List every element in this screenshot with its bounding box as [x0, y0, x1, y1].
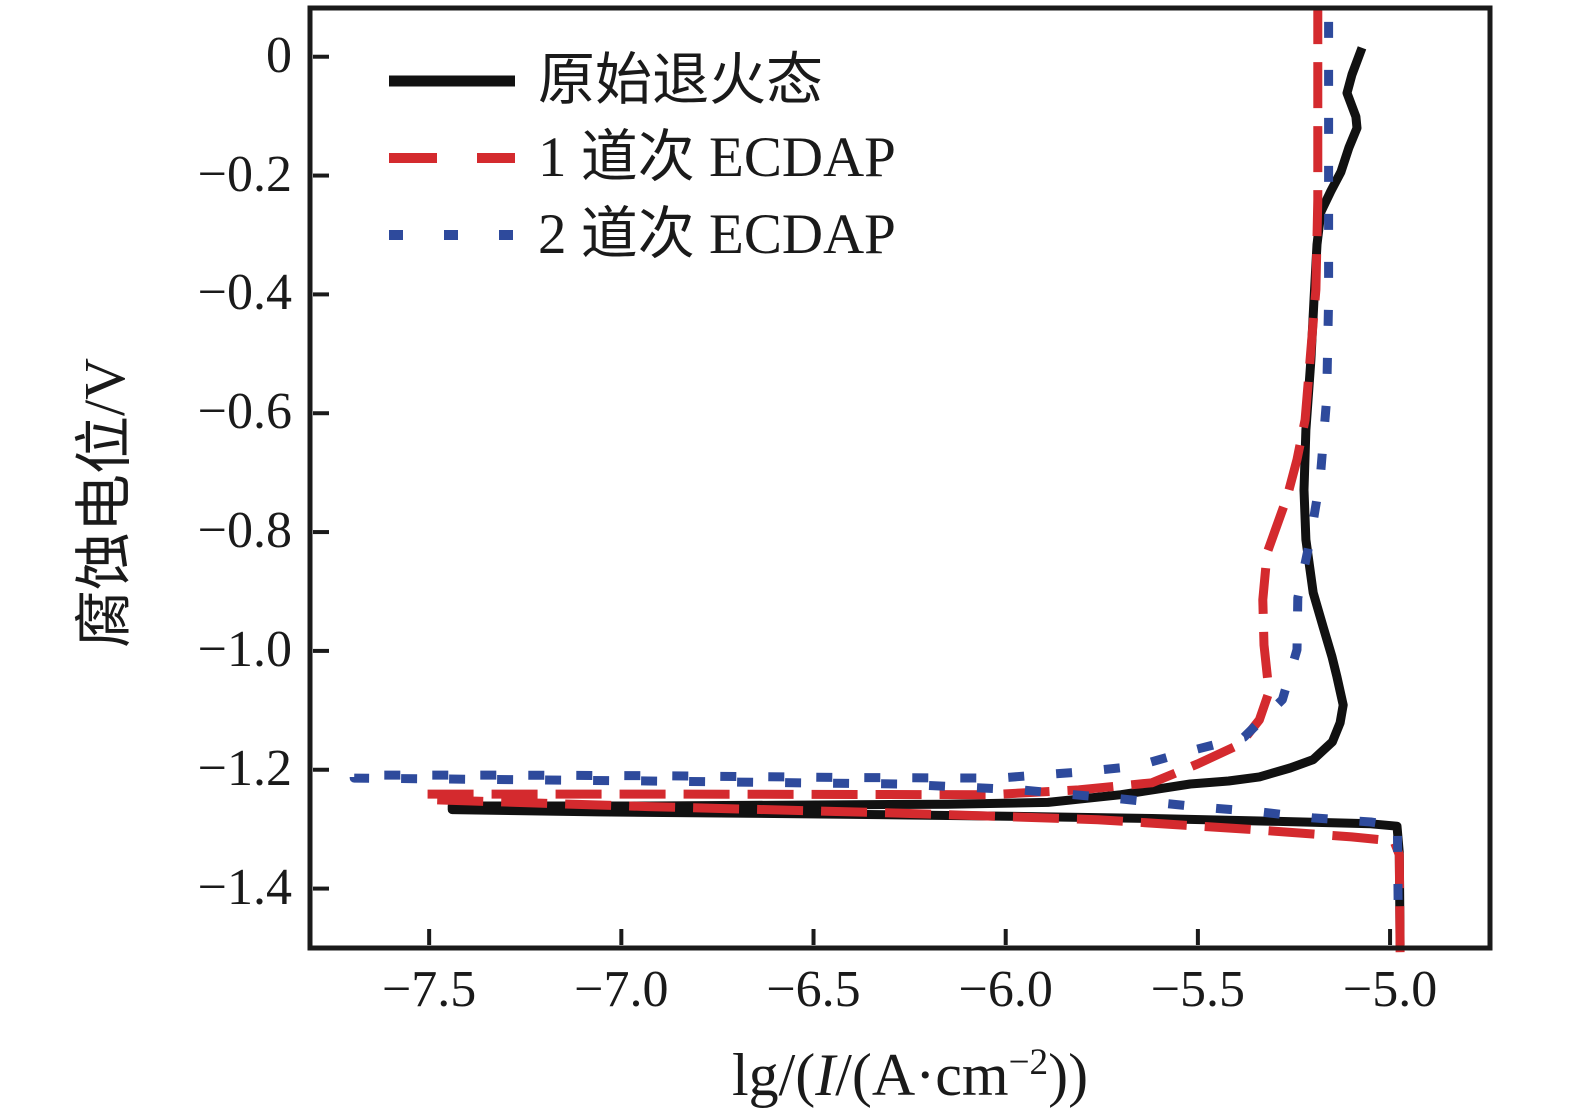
x-axis-title-suffix: )) — [1048, 1042, 1089, 1108]
legend-label-0: 原始退火态 — [538, 49, 823, 112]
y-tick-label-7: −1.4 — [197, 858, 292, 916]
y-tick-label-3: −0.6 — [197, 383, 292, 441]
y-tick-label-2: −0.4 — [197, 264, 292, 322]
x-tick-label-4: −5.5 — [1150, 961, 1246, 1018]
legend-row-2: 2 道次 ECDAP — [388, 199, 896, 271]
legend-label-2: 2 道次 ECDAP — [538, 203, 896, 266]
x-tick-label-2: −6.5 — [766, 961, 861, 1018]
x-tick-label-5: −5.0 — [1342, 961, 1438, 1018]
series-group — [349, 8, 1405, 953]
y-tick-label-5: −1.0 — [197, 620, 292, 678]
series-curve-1 — [421, 8, 1405, 953]
x-tick-label-0: −7.5 — [381, 961, 477, 1018]
x-tick-label-3: −6.0 — [958, 961, 1053, 1018]
y-tick-label-6: −1.2 — [197, 739, 292, 797]
x-tick-label-1: −7.0 — [574, 961, 669, 1018]
legend-swatch-dashed — [389, 153, 515, 163]
legend-swatch-solid — [389, 75, 515, 87]
x-axis-title-superscript: −2 — [1008, 1042, 1049, 1083]
legend-row-0: 原始退火态 — [388, 45, 823, 117]
y-tick-label-0: 0 — [266, 26, 292, 84]
y-tick-label-1: −0.2 — [197, 145, 292, 203]
legend-swatch-dotted — [389, 230, 515, 240]
y-axis-title: 腐蚀电位/V — [72, 358, 137, 649]
legend-label-1: 1 道次 ECDAP — [538, 126, 896, 189]
tick-marks — [313, 54, 1393, 945]
x-axis-title: lg/(I/(A·cm−2)) — [610, 1042, 1210, 1108]
x-axis-title-mid: /(A·cm — [835, 1042, 1009, 1108]
plot-frame — [307, 5, 1493, 951]
legend-row-1: 1 道次 ECDAP — [388, 122, 896, 194]
y-tick-label-4: −0.8 — [197, 502, 292, 560]
x-axis-title-prefix: lg/( — [731, 1042, 816, 1108]
series-curve-2 — [349, 8, 1403, 900]
x-axis-title-variable: I — [815, 1042, 836, 1108]
